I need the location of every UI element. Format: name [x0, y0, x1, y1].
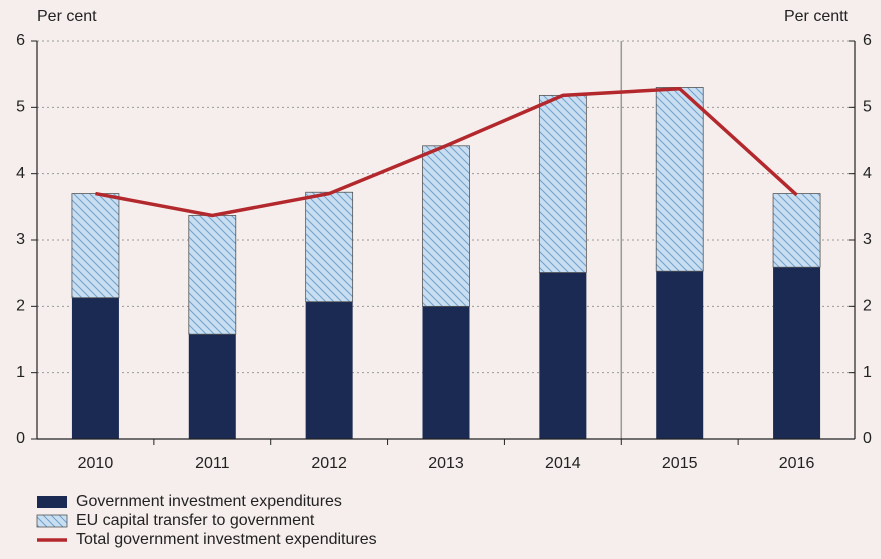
y-axis-label: Per cent — [37, 8, 97, 25]
bar — [305, 301, 353, 439]
bar — [656, 271, 704, 439]
bar — [188, 215, 237, 335]
bar — [655, 87, 704, 272]
x-tick-label: 2010 — [78, 455, 114, 472]
bar — [773, 267, 821, 439]
y-tick-label: 3 — [16, 231, 25, 248]
bar — [71, 193, 120, 299]
bar — [539, 272, 587, 439]
x-tick-label: 2015 — [662, 455, 698, 472]
x-tick-label: 2011 — [195, 455, 230, 472]
y2-tick-label: 4 — [863, 165, 872, 182]
y2-axis-label: Per centt — [784, 8, 849, 25]
legend-swatch — [36, 514, 68, 528]
x-tick-label: 2012 — [311, 455, 347, 472]
y2-tick-label: 1 — [863, 364, 872, 381]
legend-swatch — [37, 496, 67, 508]
legend-label: EU capital transfer to government — [76, 512, 315, 529]
y2-tick-label: 5 — [863, 99, 872, 116]
y2-tick-label: 3 — [863, 231, 872, 248]
bar — [538, 94, 587, 273]
line — [95, 86, 798, 218]
bar — [71, 297, 119, 439]
y2-tick-label: 2 — [863, 298, 872, 315]
y-tick-label: 5 — [16, 99, 25, 116]
y2-tick-label: 0 — [863, 430, 872, 447]
y2-tick-label: 6 — [863, 32, 872, 49]
legend-label: Total government investment expenditures — [76, 531, 377, 548]
x-tick-label: 2013 — [428, 455, 464, 472]
bar — [305, 191, 354, 303]
x-tick-label: 2016 — [779, 455, 815, 472]
x-tick-label: 2014 — [545, 455, 581, 472]
y-tick-label: 6 — [16, 32, 25, 49]
y-tick-label: 1 — [16, 364, 25, 381]
y-tick-label: 0 — [16, 430, 25, 447]
bar — [188, 334, 236, 439]
bar — [422, 306, 470, 439]
legend-label: Government investment expenditures — [76, 493, 342, 510]
bar — [422, 145, 470, 307]
y-tick-label: 4 — [16, 165, 25, 182]
bar — [772, 193, 821, 268]
y-tick-label: 2 — [16, 298, 25, 315]
